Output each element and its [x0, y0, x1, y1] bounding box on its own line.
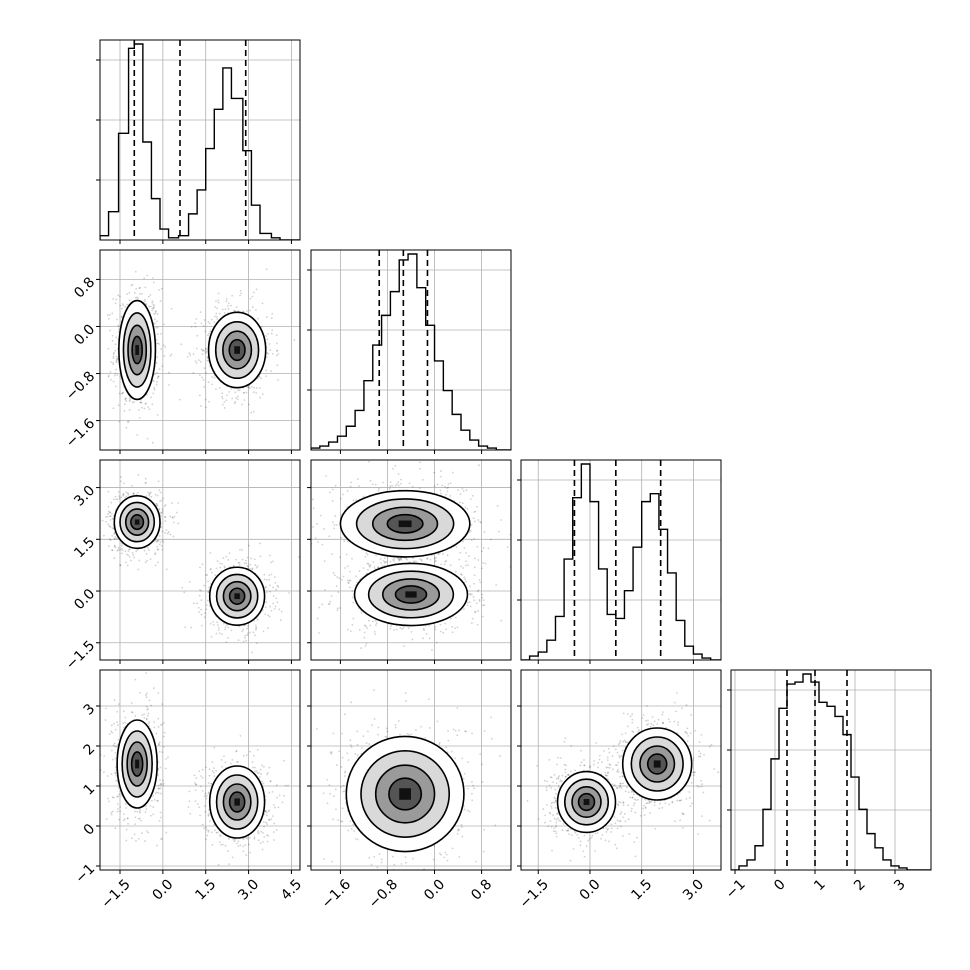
panel-3-2: [517, 669, 722, 874]
density-peak: [234, 593, 240, 600]
x-tick-label: −0.8: [366, 876, 401, 911]
y-tick-label: 3: [81, 701, 99, 719]
y-tick-label: 1.5: [71, 534, 98, 561]
y-tick-label: 0: [81, 821, 99, 839]
x-tick-label: 1.5: [192, 876, 219, 903]
panel-3-1: [307, 669, 512, 874]
density-peak: [405, 591, 417, 598]
panel-frame: [520, 669, 722, 871]
density-peak: [134, 519, 140, 525]
x-tick-label: −1.6: [319, 876, 354, 911]
panel-frame: [310, 459, 512, 661]
density-peak: [135, 345, 139, 355]
histogram-3: [731, 673, 931, 870]
y-tick-label: −1.6: [63, 416, 98, 451]
panel-2-0: [96, 459, 301, 664]
panel-frame: [310, 249, 512, 451]
panel-3-0: [96, 669, 301, 874]
x-tick-label: 0.0: [421, 876, 448, 903]
x-tick-label: −1.5: [98, 876, 133, 911]
y-tick-label: 3.0: [71, 483, 98, 510]
density-peak: [234, 346, 240, 354]
y-tick-label: −0.8: [63, 369, 98, 404]
y-tick-label: 0.8: [71, 274, 98, 301]
histogram-1: [311, 253, 511, 450]
panel-frame: [99, 249, 301, 451]
density-peak: [135, 759, 140, 769]
panel-1-0: [96, 249, 301, 454]
y-tick-label: 0.0: [71, 586, 98, 613]
x-tick-label: 3: [891, 876, 909, 894]
panel-1-1: [307, 249, 512, 454]
x-tick-label: 1.5: [628, 876, 655, 903]
density-peak: [583, 798, 590, 806]
x-tick-label: 3.0: [235, 876, 262, 903]
y-tick-label: 0.0: [71, 321, 98, 348]
density-peak: [399, 788, 411, 800]
x-tick-label: 0.8: [468, 876, 495, 903]
panel-frame: [99, 459, 301, 661]
x-tick-label: 3.0: [680, 876, 707, 903]
panel-frame: [730, 669, 932, 871]
x-tick-label: 0.0: [150, 876, 177, 903]
histogram-0: [100, 43, 300, 240]
panel-2-2: [517, 459, 722, 664]
x-tick-label: −1: [723, 876, 749, 902]
x-tick-label: 4.5: [278, 876, 305, 903]
y-tick-label: −1: [72, 861, 98, 887]
x-tick-label: 0.0: [577, 876, 604, 903]
panel-2-1: [307, 459, 512, 664]
histogram-2: [521, 463, 721, 660]
y-tick-label: 2: [81, 741, 99, 759]
panel-0-0: [96, 39, 301, 244]
x-tick-label: 1: [811, 876, 829, 894]
x-tick-label: 2: [851, 876, 869, 894]
x-tick-label: −1.5: [517, 876, 552, 911]
x-tick-label: 0: [771, 876, 789, 894]
panel-frame: [99, 669, 301, 871]
panel-3-3: [727, 669, 932, 874]
density-peak: [234, 798, 240, 806]
y-tick-label: −1.5: [63, 638, 98, 673]
density-peak: [653, 760, 661, 768]
y-tick-label: 1: [81, 781, 99, 799]
panel-frame: [310, 669, 512, 871]
density-peak: [398, 520, 412, 528]
panel-frame: [99, 39, 301, 241]
panel-frame: [520, 459, 722, 661]
